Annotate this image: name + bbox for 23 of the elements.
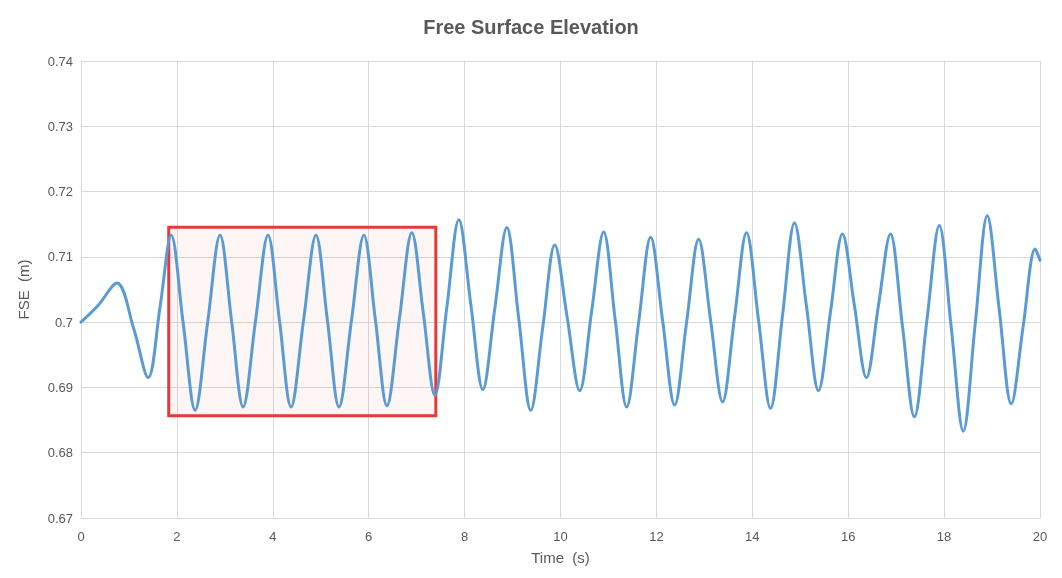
y-tick-label: 0.72 [47, 184, 73, 200]
y-tick-label: 0.71 [47, 249, 73, 265]
x-tick-label: 16 [840, 529, 856, 544]
y-axis-title: FSE (m) [15, 259, 32, 320]
x-tick-label: 0 [77, 529, 85, 544]
y-tick-label: 0.73 [47, 118, 73, 134]
x-tick-label: 6 [365, 529, 373, 544]
y-tick-label: 0.68 [47, 445, 73, 461]
chart-title: Free Surface Elevation [423, 16, 639, 38]
y-tick-label: 0.67 [47, 510, 73, 526]
x-tick-label: 20 [1032, 529, 1048, 544]
y-tick-label: 0.69 [47, 379, 73, 395]
line-series [79, 214, 1042, 433]
x-tick-label: 14 [745, 529, 760, 544]
x-tick-label: 8 [460, 529, 469, 544]
y-tick-label: 0.74 [47, 53, 73, 69]
x-tick-label: 18 [936, 529, 952, 544]
x-tick-label: 12 [649, 529, 664, 544]
x-tick-label: 4 [269, 529, 277, 544]
y-tick-label: 0.7 [54, 314, 73, 330]
x-tick-label: 2 [173, 529, 181, 544]
x-axis-title: Time (s) [531, 549, 590, 566]
x-tick-label: 10 [553, 529, 568, 544]
